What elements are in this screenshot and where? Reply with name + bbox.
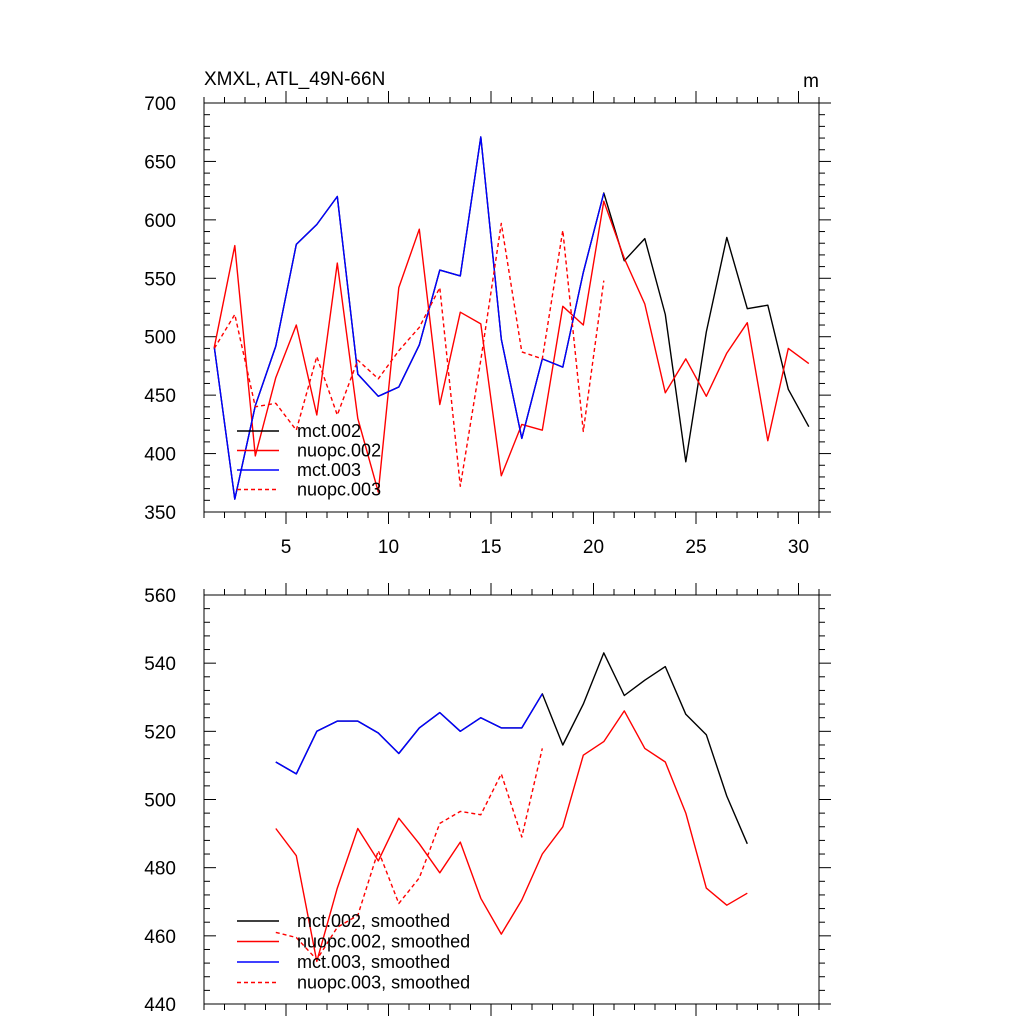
top-panel: XMXL, ATL_49N-66N m 350 400 450 500 550 600 65… — [144, 69, 831, 558]
legend-label: nuopc.003, smoothed — [297, 973, 470, 993]
series-line — [213, 136, 605, 500]
y-tick-label: 500 — [144, 791, 176, 812]
series-line — [275, 748, 543, 961]
legend-label: nuopc.002 — [297, 441, 381, 461]
y-tick-label: 650 — [144, 152, 176, 173]
legend-label: mct.003, smoothed — [297, 952, 450, 972]
legend-label: nuopc.002, smoothed — [297, 932, 470, 952]
legend-label: mct.002, smoothed — [297, 911, 450, 931]
x-tick-label: 10 — [378, 537, 399, 558]
x-tick-label: 5 — [281, 537, 292, 558]
series-line — [213, 222, 605, 487]
x-tick-label: 15 — [480, 537, 501, 558]
y-tick-label: 440 — [144, 995, 176, 1016]
y-tick-label: 540 — [144, 654, 176, 675]
plot-lines — [213, 136, 810, 500]
chart-units: m — [803, 71, 819, 92]
y-tick-label: 400 — [144, 445, 176, 466]
series-line — [213, 200, 810, 493]
legend-label: mct.002 — [297, 421, 361, 441]
y-tick-label: 460 — [144, 927, 176, 948]
plot-frame — [203, 102, 820, 513]
y-tick-label: 600 — [144, 211, 176, 232]
legend-label: nuopc.003 — [297, 480, 381, 500]
y-tick-label: 480 — [144, 859, 176, 880]
y-tick-label: 520 — [144, 722, 176, 743]
x-tick-label: 20 — [583, 537, 604, 558]
axis-ticks: 350 400 450 500 550 600 650 700 5 10 15 20 25 30 — [144, 91, 831, 558]
plot-lines — [275, 652, 748, 963]
series-line — [275, 693, 543, 775]
x-tick-label: 25 — [685, 537, 706, 558]
axis-ticks: 440 460 480 500 520 540 560 — [144, 583, 831, 1016]
legend-label: mct.003 — [297, 460, 361, 480]
y-tick-label: 500 — [144, 328, 176, 349]
plot-frame — [203, 594, 820, 1005]
chart-title: XMXL, ATL_49N-66N — [204, 69, 385, 90]
y-tick-label: 700 — [144, 94, 176, 115]
y-tick-label: 350 — [144, 503, 176, 524]
y-tick-label: 450 — [144, 386, 176, 407]
series-line — [275, 710, 748, 963]
y-tick-label: 560 — [144, 586, 176, 607]
y-tick-label: 550 — [144, 269, 176, 290]
series-line — [275, 652, 748, 845]
x-tick-label: 30 — [788, 537, 809, 558]
